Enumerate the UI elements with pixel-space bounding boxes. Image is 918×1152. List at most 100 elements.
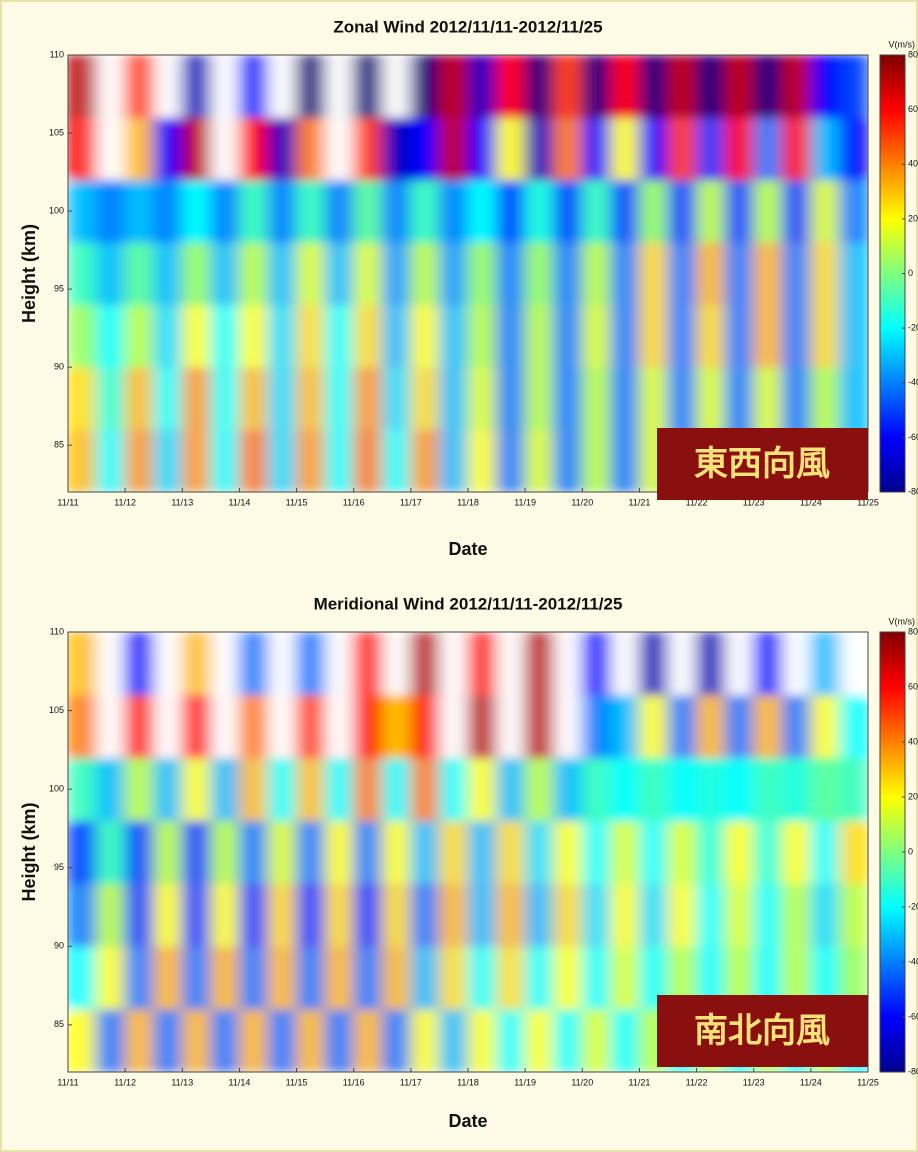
colorbar-tick-label: 80 — [908, 49, 918, 59]
heat-cell — [68, 241, 98, 306]
heat-cell — [838, 179, 868, 243]
heat-cell — [267, 1008, 298, 1072]
y-tick-label: 95 — [54, 283, 64, 293]
heat-cell — [210, 945, 240, 1010]
colorbar-tick-label: 60 — [908, 681, 918, 691]
heat-cell — [610, 429, 640, 492]
heat-cell — [296, 757, 326, 822]
colorbar-tick-label: 20 — [908, 213, 918, 223]
heat-cell — [381, 1008, 412, 1072]
heat-cell — [267, 116, 298, 181]
heat-cell — [381, 55, 412, 118]
heat-cell — [753, 179, 783, 243]
heat-cell — [381, 632, 412, 696]
heat-cell — [353, 632, 383, 696]
y-tick-label: 110 — [50, 49, 64, 59]
x-tick-label: 11/21 — [628, 497, 650, 507]
heat-cell — [724, 241, 755, 306]
heat-cell — [838, 882, 868, 947]
colorbar-tick-label: 0 — [908, 268, 913, 278]
colorbar-tick-label: -80 — [908, 486, 918, 496]
heat-cell — [410, 632, 440, 696]
heat-cell — [267, 757, 298, 822]
heat-cell — [724, 694, 755, 759]
heat-cell — [153, 55, 183, 118]
colorbar-tick-label: 80 — [908, 626, 918, 636]
heat-cell — [353, 757, 383, 822]
heat-cell — [724, 757, 755, 822]
colorbar-tick-label: -20 — [908, 323, 918, 333]
heat-cell — [153, 241, 183, 306]
heat-cell — [353, 116, 383, 181]
heat-cell — [496, 179, 526, 243]
heat-cell — [210, 366, 240, 431]
heat-cell — [581, 304, 612, 368]
heat-cell — [210, 757, 240, 822]
heat-cell — [838, 632, 868, 696]
heat-cell — [353, 241, 383, 306]
heat-cell — [153, 882, 183, 947]
heat-cell — [438, 1008, 469, 1072]
heat-cell — [153, 820, 183, 884]
heat-cell — [696, 304, 726, 368]
heat-cell — [296, 882, 326, 947]
heat-cell — [381, 179, 412, 243]
heat-cell — [496, 366, 526, 431]
heat-cell — [181, 366, 212, 431]
x-tick-label: 11/16 — [343, 1077, 365, 1087]
heat-cell — [238, 820, 269, 884]
y-tick-label: 90 — [54, 941, 64, 951]
heat-cell — [467, 116, 498, 181]
heat-cell — [68, 116, 98, 181]
heat-cell — [696, 241, 726, 306]
heat-cell — [238, 945, 269, 1010]
colorbar-tick-label: 60 — [908, 104, 918, 114]
heat-cell — [96, 179, 126, 243]
heat-cell — [210, 694, 240, 759]
heat-cell — [267, 632, 298, 696]
heat-cell — [838, 304, 868, 368]
heat-cell — [381, 304, 412, 368]
heat-cell — [96, 945, 126, 1010]
x-tick-label: 11/12 — [114, 1077, 136, 1087]
heat-cell — [781, 694, 812, 759]
heat-cell — [781, 241, 812, 306]
x-tick-label: 11/18 — [457, 1077, 479, 1087]
heat-cell — [753, 55, 783, 118]
heat-cell — [581, 694, 612, 759]
heat-cell — [438, 304, 469, 368]
cells — [68, 55, 868, 492]
heat-cell — [410, 241, 440, 306]
heat-cell — [124, 882, 155, 947]
heat-cell — [467, 694, 498, 759]
heat-cell — [68, 179, 98, 243]
heat-cell — [810, 304, 840, 368]
heat-cell — [353, 882, 383, 947]
chart-title: Meridional Wind 2012/11/11-2012/11/25 — [314, 594, 623, 613]
heat-cell — [553, 945, 583, 1010]
heat-cell — [410, 820, 440, 884]
heat-cell — [667, 366, 698, 431]
heat-cell — [324, 882, 355, 947]
heat-cell — [296, 116, 326, 181]
chart-title: Zonal Wind 2012/11/11-2012/11/25 — [333, 17, 602, 36]
heat-cell — [181, 1008, 212, 1072]
heat-cell — [96, 694, 126, 759]
colorbar-tick-label: 0 — [908, 846, 913, 856]
heat-cell — [324, 429, 355, 492]
heat-cell — [267, 945, 298, 1010]
heat-cell — [524, 945, 555, 1010]
heat-cell — [496, 694, 526, 759]
heat-cell — [467, 429, 498, 492]
heat-cell — [438, 945, 469, 1010]
heat-cell — [467, 757, 498, 822]
heat-cell — [724, 304, 755, 368]
heat-cell — [153, 179, 183, 243]
x-tick-label: 11/24 — [800, 497, 822, 507]
heat-cell — [467, 632, 498, 696]
x-tick-label: 11/14 — [228, 1077, 250, 1087]
heat-cell — [267, 55, 298, 118]
heat-cell — [438, 366, 469, 431]
heat-cell — [581, 945, 612, 1010]
heat-cell — [296, 304, 326, 368]
